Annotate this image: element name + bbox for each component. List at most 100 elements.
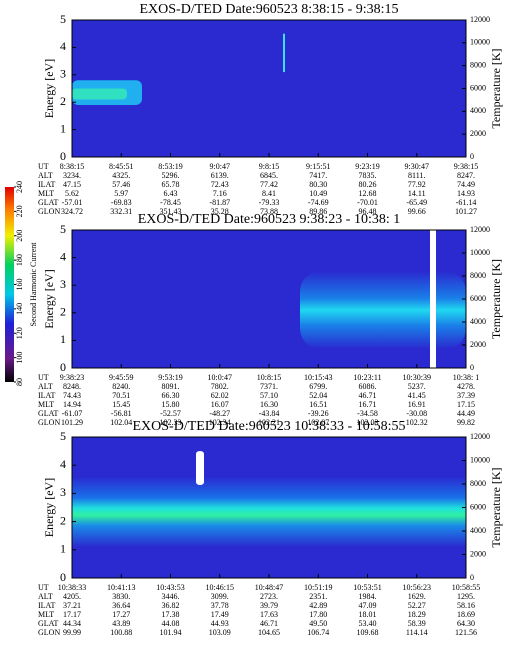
ephemeris-value: 37.21 — [63, 601, 81, 610]
ephemeris-value: 6845. — [260, 171, 278, 180]
colorbar-tick-label: 80 — [15, 378, 24, 386]
ephemeris-value: 8:53:19 — [158, 162, 182, 171]
ephemeris-value: 66.30 — [162, 391, 180, 400]
colorbar-label: Second Harmonic Current — [29, 242, 38, 327]
panel-title: EXOS-D/TED Date:960523 10:38:33 - 10:58:… — [133, 419, 406, 434]
ephemeris-label: ILAT — [38, 180, 55, 189]
y-tick-label: 4 — [60, 457, 66, 471]
ephemeris-value: 16.71 — [359, 400, 377, 409]
ephemeris-value: 100.88 — [110, 628, 132, 637]
ephemeris-value: 44.34 — [63, 619, 81, 628]
y2-tick-label: 4000 — [470, 106, 486, 115]
colorbar-tick-label: 160 — [15, 279, 24, 291]
ephemeris-value: 10:38:33 — [58, 583, 86, 592]
ephemeris-value: 9:0:47 — [210, 162, 230, 171]
ephemeris-value: 102.03 — [357, 418, 379, 427]
ephemeris-value: 17.49 — [211, 610, 229, 619]
y-tick-label: 3 — [60, 67, 66, 81]
ephemeris-value: 332.31 — [110, 207, 132, 216]
ephemeris-value: 89.86 — [309, 207, 327, 216]
ephemeris-value: 8248. — [63, 382, 81, 391]
ephemeris-value: 1295. — [457, 592, 475, 601]
ephemeris-label: MLT — [38, 189, 54, 198]
ephemeris-value: 101.29 — [61, 418, 83, 427]
y-axis-label: Energy [eV] — [42, 478, 56, 537]
ephemeris-value: 44.49 — [457, 409, 475, 418]
ephemeris-value: -61.14 — [456, 198, 477, 207]
ephemeris-value: 8:45:51 — [109, 162, 133, 171]
colorbar-tick-label: 180 — [15, 254, 24, 266]
y2-tick-label: 6000 — [470, 83, 486, 92]
ephemeris-label: GLON — [38, 628, 60, 637]
ephemeris-value: -61.07 — [62, 409, 83, 418]
ephemeris-value: 10:30:39 — [403, 373, 431, 382]
ephemeris-value: -43.84 — [259, 409, 280, 418]
y-axis-label: Energy [eV] — [42, 59, 56, 118]
ephemeris-value: 9:38:15 — [454, 162, 478, 171]
ephemeris-value: 7.16 — [213, 189, 227, 198]
ephemeris-value: 35.28 — [211, 207, 229, 216]
y-axis-label: Energy [eV] — [42, 269, 56, 328]
ephemeris-value: 10:38: 1 — [453, 373, 479, 382]
ephemeris-value: 10:46:15 — [206, 583, 234, 592]
ephemeris-value: 47.15 — [63, 180, 81, 189]
y-tick-label: 1 — [60, 121, 66, 135]
ephemeris-value: 14.11 — [408, 189, 426, 198]
y-tick-label: 0 — [60, 149, 66, 163]
y2-tick-label: 12000 — [470, 432, 490, 441]
ephemeris-value: 3446. — [162, 592, 180, 601]
colorbar-tick-label: 240 — [15, 181, 24, 193]
y2-axis-label: Temperature [K] — [489, 467, 503, 547]
y2-tick-label: 10000 — [470, 455, 490, 464]
y2-tick-label: 6000 — [470, 294, 486, 303]
ephemeris-value: 39.79 — [260, 601, 278, 610]
ephemeris-value: -52.57 — [160, 409, 181, 418]
ephemeris-value: 72.43 — [211, 180, 229, 189]
y-tick-label: 2 — [60, 305, 66, 319]
ephemeris-value: 17.38 — [162, 610, 180, 619]
y-tick-label: 0 — [60, 360, 66, 374]
ephemeris-value: 3099. — [211, 592, 229, 601]
ephemeris-value: 18.01 — [359, 610, 377, 619]
ephemeris-value: 10:23:11 — [353, 373, 381, 382]
colorbar-tick-label: 220 — [15, 205, 24, 217]
y2-tick-label: 0 — [470, 152, 474, 161]
ephemeris-value: 70.51 — [112, 391, 130, 400]
ephemeris-value: 6799. — [309, 382, 327, 391]
ephemeris-value: 42.89 — [309, 601, 327, 610]
ephemeris-value: 10:0:47 — [208, 373, 232, 382]
ephemeris-label: GLON — [38, 207, 60, 216]
colorbar-tick-label: 200 — [15, 230, 24, 242]
ephemeris-value: 10:8:15 — [257, 373, 281, 382]
ephemeris-value: 5237. — [408, 382, 426, 391]
ephemeris-value: 99.66 — [408, 207, 426, 216]
ephemeris-value: 52.04 — [309, 391, 327, 400]
ephemeris-value: -39.26 — [308, 409, 329, 418]
ephemeris-value: 8.41 — [262, 189, 276, 198]
ephemeris-value: 64.30 — [457, 619, 475, 628]
ephemeris-value: 99.99 — [63, 628, 81, 637]
data-gap — [196, 451, 204, 485]
ephemeris-value: 16.91 — [408, 400, 426, 409]
ephemeris-value: 9:38:23 — [60, 373, 84, 382]
ephemeris-value: 18.29 — [408, 610, 426, 619]
ephemeris-value: 8111. — [408, 171, 425, 180]
colorbar-tick-label: 100 — [15, 352, 24, 364]
ephemeris-value: 17.80 — [309, 610, 327, 619]
ephemeris-value: 121.56 — [455, 628, 477, 637]
ephemeris-label: GLON — [38, 418, 60, 427]
colorbar-tick-label: 120 — [15, 327, 24, 339]
ephemeris-value: 9:30:47 — [405, 162, 429, 171]
ephemeris-value: 17.27 — [112, 610, 130, 619]
ephemeris-value: 114.14 — [406, 628, 428, 637]
ephemeris-value: 57.46 — [112, 180, 130, 189]
ephemeris-value: 37.78 — [211, 601, 229, 610]
ephemeris-value: 17.15 — [457, 400, 475, 409]
ephemeris-value: 80.26 — [359, 180, 377, 189]
ephemeris-value: -48.27 — [209, 409, 230, 418]
y2-tick-label: 10000 — [470, 38, 490, 47]
ephemeris-value: 16.30 — [260, 400, 278, 409]
y2-tick-label: 0 — [470, 363, 474, 372]
ephemeris-value: 15.45 — [112, 400, 130, 409]
colorbar-tick-label: 140 — [15, 303, 24, 315]
